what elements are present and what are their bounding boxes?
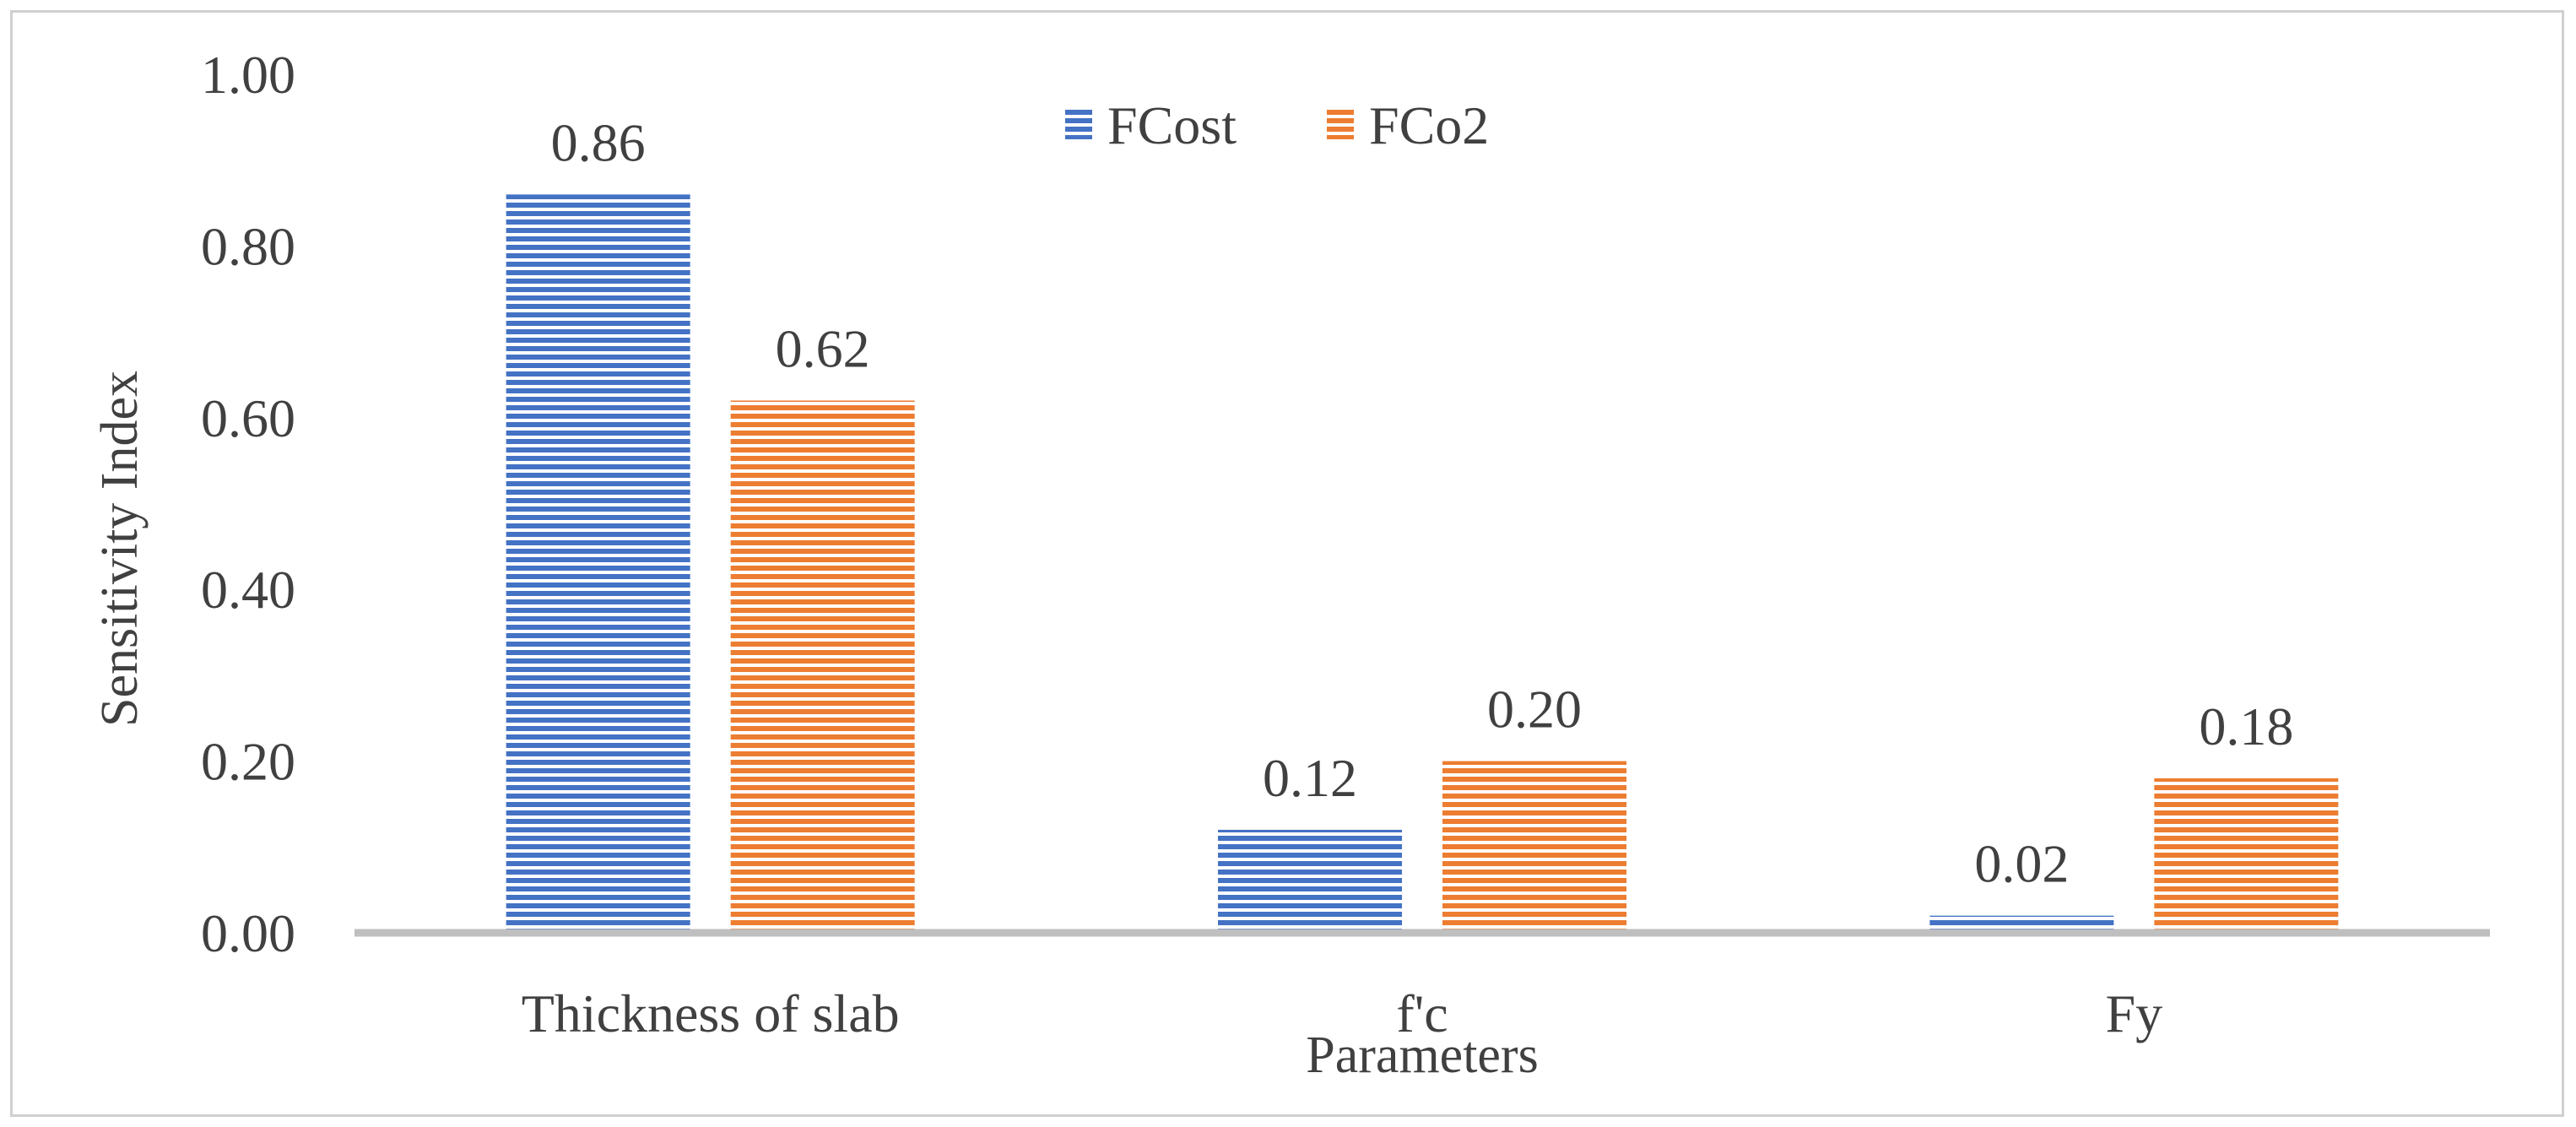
- data-label-fco2-0: 0.62: [776, 318, 870, 378]
- bar-fcost-0: [506, 194, 690, 933]
- data-label-fcost-2: 0.02: [1974, 834, 2069, 894]
- bar-fco2-0: [730, 400, 915, 934]
- y-tick-label: 0.40: [201, 560, 295, 620]
- x-tick-label: Fy: [2106, 983, 2163, 1043]
- data-labels-group: 0.86 0.62 0.12 0.20 0.02 0.18: [551, 112, 2294, 893]
- y-tick-label: 0.20: [201, 732, 295, 792]
- bar-fco2-2: [2154, 778, 2339, 933]
- x-tick-label: Thickness of slab: [522, 983, 900, 1043]
- data-label-fcost-0: 0.86: [551, 112, 646, 172]
- legend-label-fco2: FCo2: [1369, 95, 1489, 155]
- y-tick-label: 0.80: [201, 216, 295, 276]
- y-tick-label: 1.00: [201, 45, 295, 105]
- legend-label-fcost: FCost: [1107, 95, 1237, 155]
- legend-swatch-fcost: [1065, 107, 1092, 139]
- data-label-fco2-2: 0.18: [2199, 696, 2293, 756]
- bar-fco2-1: [1442, 761, 1626, 933]
- legend: FCost FCo2: [1065, 95, 1489, 155]
- x-axis-ticks: Thickness of slab f'c Fy: [522, 983, 2162, 1043]
- data-label-fcost-1: 0.12: [1263, 748, 1357, 808]
- x-tick-label: f'c: [1396, 983, 1448, 1043]
- bars-group: [506, 194, 2339, 934]
- y-axis-title: Sensitivity Index: [91, 371, 149, 727]
- y-tick-label: 0.60: [201, 388, 295, 448]
- data-label-fco2-1: 0.20: [1487, 680, 1582, 740]
- bar-fcost-1: [1218, 829, 1402, 933]
- bar-fcost-2: [1929, 915, 2114, 933]
- legend-swatch-fco2: [1327, 107, 1354, 139]
- x-axis-title: Parameters: [1306, 1027, 1538, 1084]
- y-tick-label: 0.00: [201, 903, 295, 963]
- y-axis-ticks: 0.00 0.20 0.40 0.60 0.80 1.00: [201, 45, 295, 963]
